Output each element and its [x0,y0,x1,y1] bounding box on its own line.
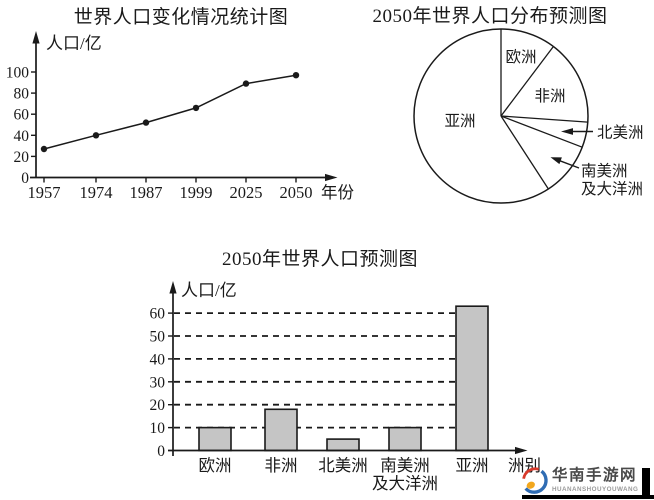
x-tick-label: 2050 [280,183,313,202]
x-category-label: 南美洲 [380,456,430,475]
x-axis-arrow [325,173,338,182]
y-tick-label: 40 [14,128,30,145]
segment-label: 及大洋洲 [581,180,643,198]
y-axis-arrow [32,31,40,44]
callout-arrow [561,128,573,135]
x-category-label: 亚洲 [456,456,489,475]
data-line [43,74,297,150]
slice-boundary [500,46,554,117]
y-tick-label: 20 [150,397,166,414]
bar [455,305,489,452]
slice-boundary [500,115,583,148]
data-point [40,145,48,153]
logo-blue-arc [524,469,548,494]
data-point [242,80,250,87]
data-point [192,104,200,112]
pie-chart-title: 2050年世界人口分布预测图 [372,6,608,27]
y-tick-label: 60 [150,306,166,323]
y-axis-title: 人口/亿 [46,34,102,53]
y-axis-title: 人口/亿 [181,281,237,300]
watermark-romanized: HUANANSHOUYOUWANG [552,486,639,493]
y-tick-label: 30 [150,374,166,391]
y-tick-label: 10 [150,420,166,437]
x-category-label: 及大洋洲 [372,474,438,493]
logo-yellow-shape [526,481,535,489]
y-tick-label: 50 [150,329,166,346]
x-tick-label: 1987 [130,183,163,202]
slice-boundary [500,115,588,123]
bar [264,408,298,452]
segment-label: 北美洲 [597,124,644,142]
line-chart: 0 20 40 60 80 100 1957 1974 1987 1999 2025 2050 人口/亿… [6,31,355,202]
bar [326,438,360,452]
x-category-label: 北美洲 [318,456,368,475]
bar [388,426,422,452]
callout-arrow [550,157,562,165]
x-tick-label: 1999 [180,183,213,202]
slice-boundary [500,115,549,190]
data-point [92,132,100,139]
line-chart-title: 世界人口变化情况统计图 [73,7,289,28]
y-tick-label: 60 [14,107,30,124]
segment-label: 欧洲 [505,48,536,66]
watermark-logo-icon [522,467,548,494]
segment-label: 非洲 [534,87,565,105]
bar [198,426,232,452]
data-point [142,119,150,126]
y-tick-label: 100 [6,65,30,82]
watermark: 华南手游网 HUANANSHOUYOUWANG [521,464,638,495]
y-tick-label: 0 [157,443,165,460]
segment-label: 亚洲 [444,113,475,130]
watermark-site-name: 华南手游网 [552,467,638,484]
logo-red-arc [522,467,540,480]
watermark-bottom-bar [522,495,654,499]
watermark-text-block: 华南手游网 HUANANSHOUYOUWANG [552,464,638,493]
y-axis-arrow [169,281,177,294]
segment-label: 南美洲 [581,162,628,180]
x-tick-label: 1974 [80,183,113,202]
y-tick-label: 40 [150,351,166,368]
x-tick-label: 2025 [230,183,263,202]
x-tick-label: 1957 [28,183,61,202]
callout-line [559,160,580,169]
x-axis-title: 年份 [321,183,355,202]
x-category-label: 欧洲 [199,456,232,475]
watermark-right-bar [642,468,650,496]
y-tick-label: 80 [14,86,30,103]
y-tick-label: 0 [21,170,29,187]
x-axis-arrow [515,446,528,455]
x-category-label: 非洲 [265,456,298,475]
data-point [292,72,300,79]
y-tick-label: 20 [14,149,30,166]
bar-chart-title: 2050年世界人口预测图 [221,249,418,270]
